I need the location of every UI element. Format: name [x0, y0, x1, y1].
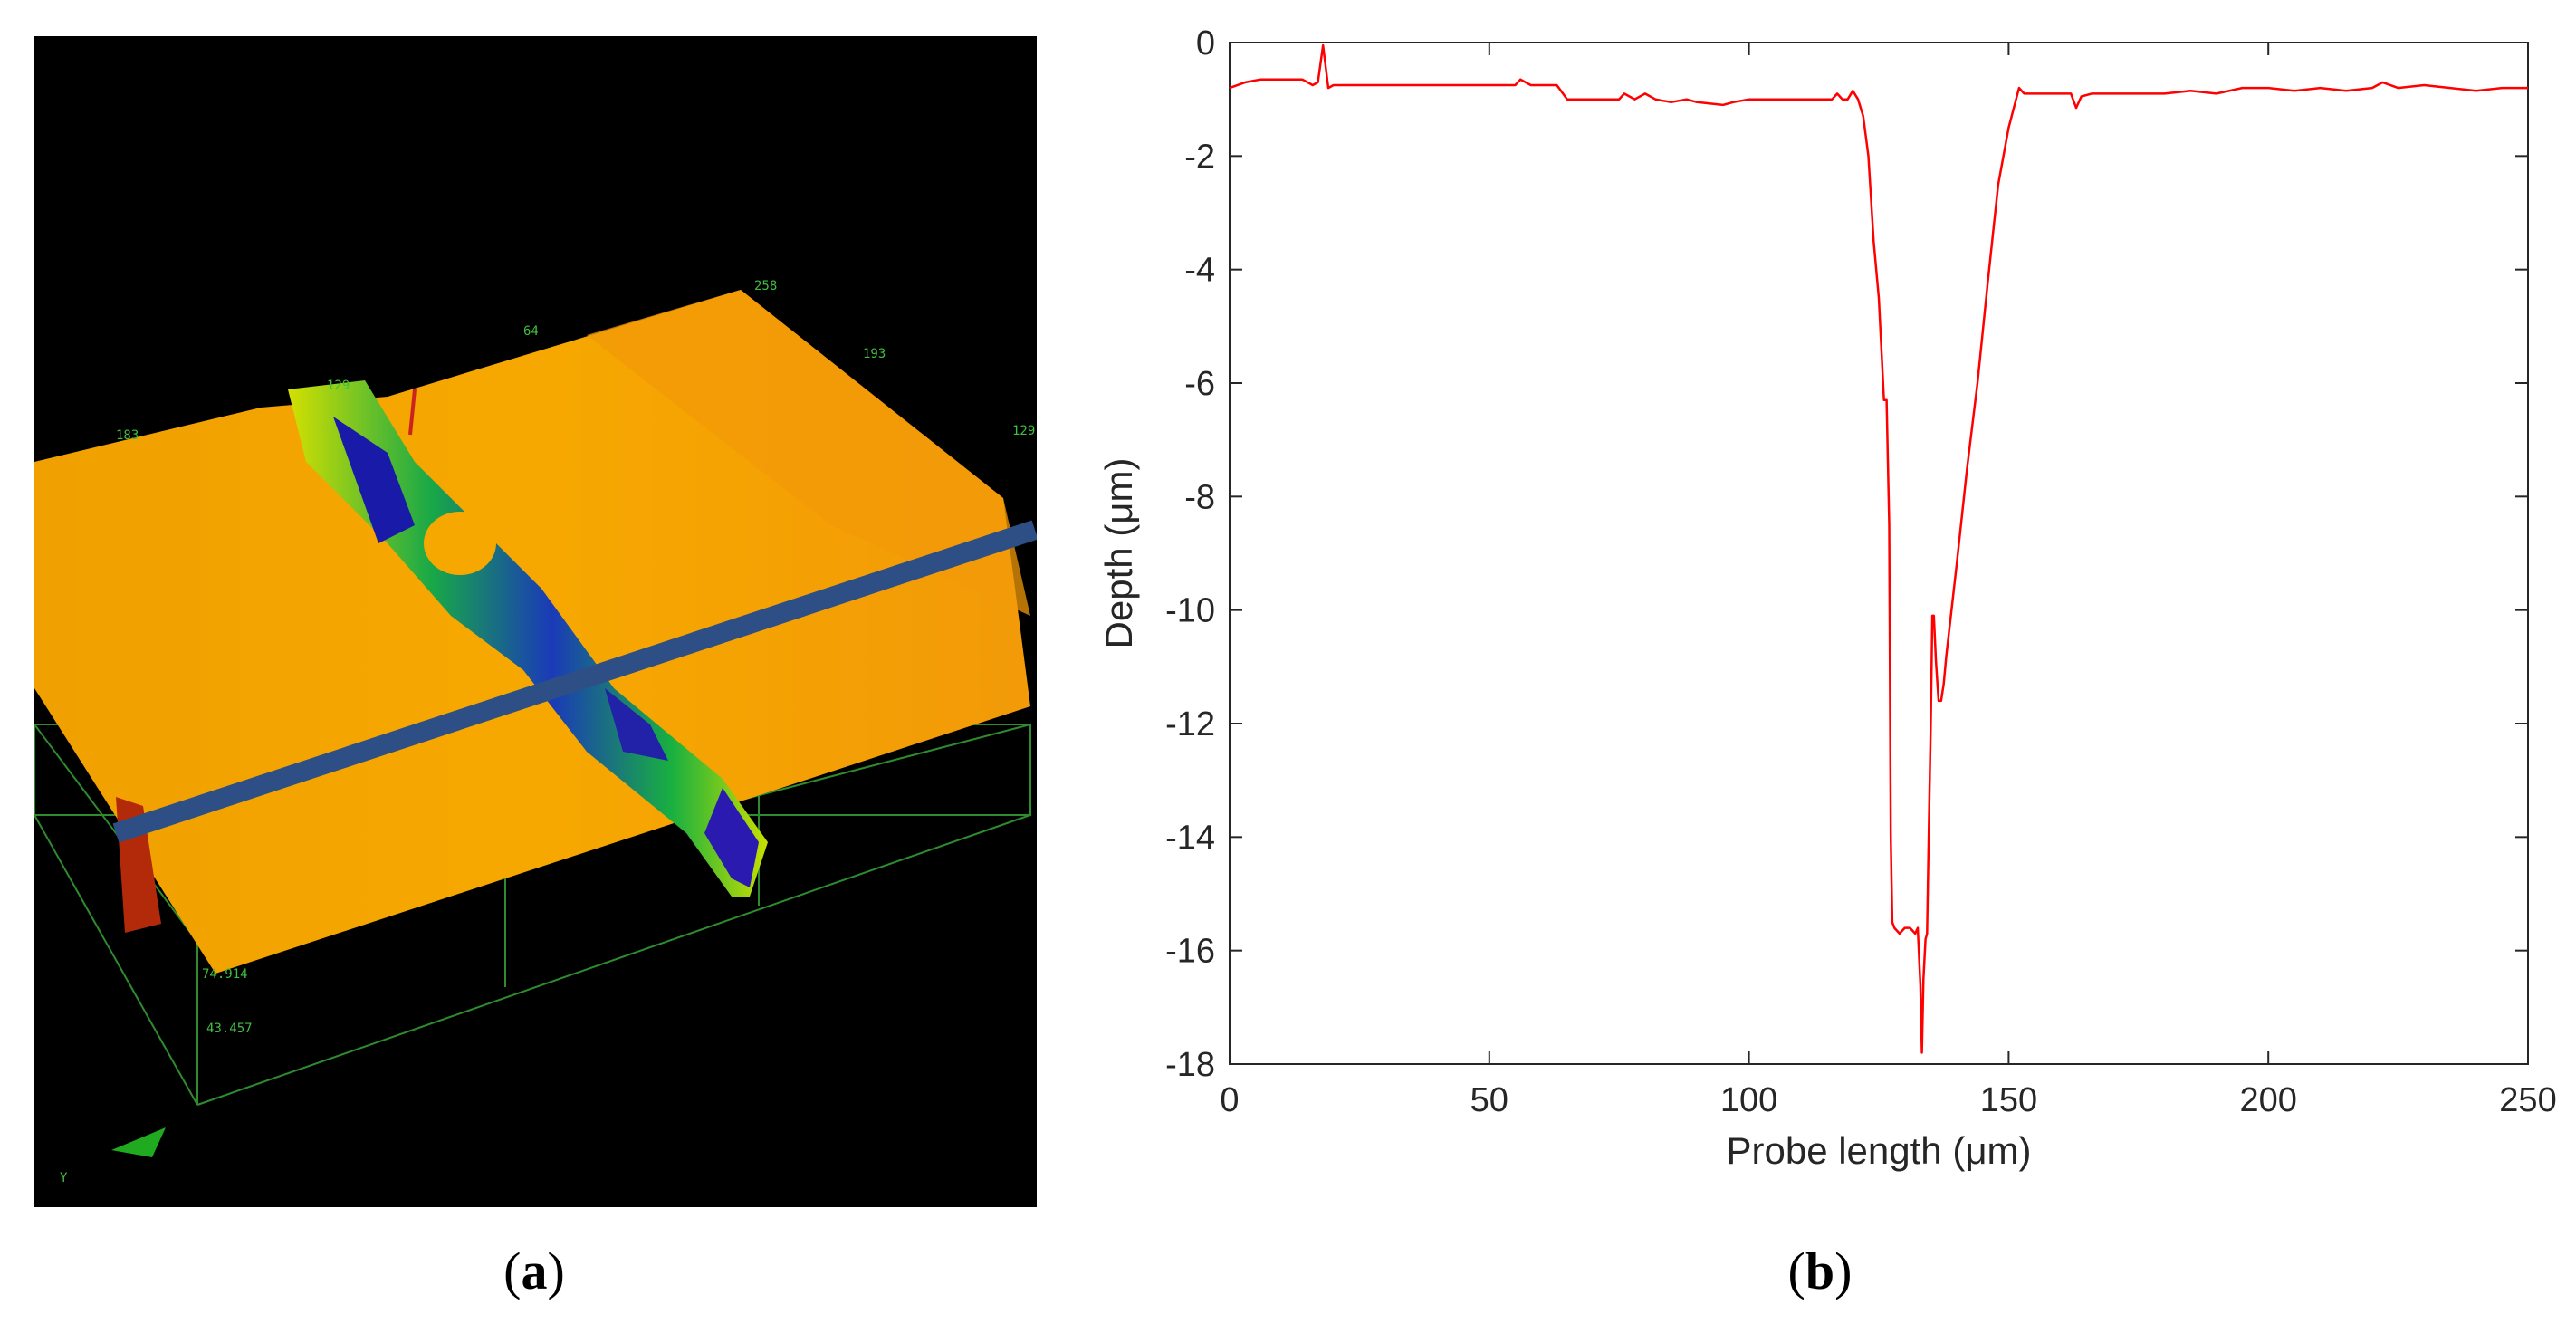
x-tick-label: 50	[1470, 1081, 1508, 1119]
y-axis-label: Depth (μm)	[1097, 458, 1140, 649]
y-tick-label: -4	[1184, 252, 1215, 290]
x-tick-label: 100	[1720, 1081, 1777, 1119]
caption-a-close: )	[547, 1242, 565, 1300]
grid-label: 64	[523, 324, 539, 339]
probe-line	[112, 520, 1037, 843]
y-tick-label: -10	[1165, 592, 1215, 630]
grid-label: 129	[1012, 424, 1035, 438]
grid-label: 193	[863, 347, 886, 361]
grid-label: 258	[754, 279, 777, 293]
y-tick-label: -6	[1184, 365, 1215, 403]
y-tick-label: -18	[1165, 1046, 1215, 1084]
y-tick-label: 0	[1196, 24, 1215, 62]
y-tick-label: -12	[1165, 705, 1215, 743]
depth-profile-chart: 0 50 100 150 200 250 0 -2 -4 -6 -8 -10 -12 -14 -16 -18 …	[1068, 0, 2576, 1213]
caption-b-open: (	[1787, 1242, 1805, 1300]
grid-label: 43.457	[206, 1022, 253, 1036]
x-tick-label: 200	[2239, 1081, 2296, 1119]
axis-arrow-icon	[111, 1127, 166, 1157]
plot-frame	[1229, 42, 2529, 1065]
x-tick-label: 0	[1220, 1081, 1239, 1119]
grid-label: Y	[60, 1171, 68, 1185]
caption-a-open: (	[503, 1242, 522, 1300]
surface-3d-image: 183 129 64 258 193 129 74.914 43.457 Y	[34, 36, 1037, 1207]
x-axis-label: Probe length (μm)	[1726, 1129, 2031, 1172]
caption-b-close: )	[1834, 1242, 1853, 1300]
grid-label: 74.914	[202, 967, 248, 982]
x-tick-label: 150	[1980, 1081, 2037, 1119]
y-tick-label: -8	[1184, 478, 1215, 516]
y-tick-label: -16	[1165, 933, 1215, 971]
caption-a: (a)	[444, 1241, 625, 1301]
surface-3d-svg: 183 129 64 258 193 129 74.914 43.457 Y	[34, 279, 1037, 1185]
grid-label: 183	[116, 428, 139, 443]
caption-b-letter: b	[1805, 1242, 1835, 1300]
grid-label: 129	[327, 379, 350, 393]
series-line-profile	[1229, 43, 2528, 1054]
chart-svg: 0 50 100 150 200 2500-2-4-6-8-10-12-14-16-18 …	[1097, 24, 2557, 1172]
x-tick-label: 250	[2499, 1081, 2556, 1119]
groove	[288, 380, 768, 897]
y-tick-label: -14	[1165, 819, 1215, 857]
y-tick-label: -2	[1184, 138, 1215, 176]
caption-b: (b)	[1729, 1241, 1910, 1301]
caption-a-letter: a	[521, 1242, 548, 1300]
